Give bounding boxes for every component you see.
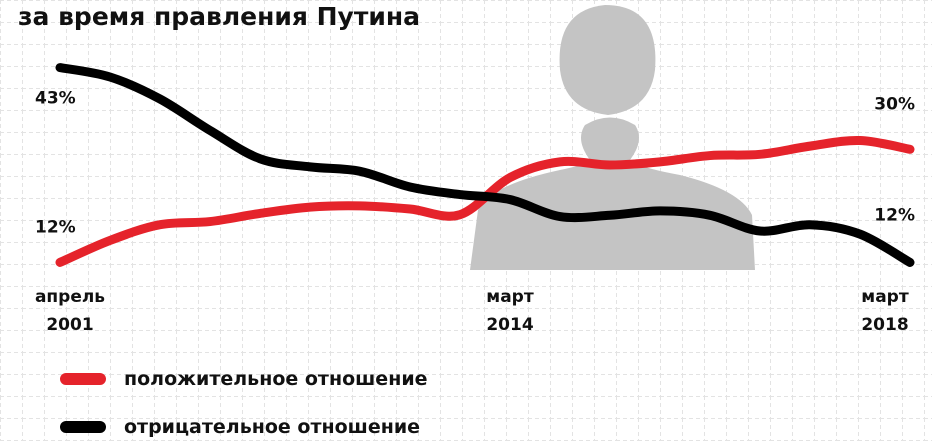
legend-swatch bbox=[60, 421, 106, 433]
legend-label: отрицательное отношение bbox=[124, 416, 420, 438]
value-label: 30% bbox=[874, 94, 915, 114]
legend-label: положительное отношение bbox=[124, 368, 428, 390]
value-label: 12% bbox=[874, 205, 915, 225]
x-tick-label: апрель 2001 bbox=[25, 283, 115, 339]
value-label: 12% bbox=[35, 217, 76, 237]
legend-item: отрицательное отношение bbox=[60, 416, 420, 438]
value-label: 43% bbox=[35, 89, 76, 109]
x-tick-label: март 2014 bbox=[465, 283, 555, 339]
chart: 12% 30% 43% 12% за время правления Путина а… bbox=[0, 0, 932, 441]
chart-title: за время правления Путина bbox=[18, 2, 420, 31]
legend-item: положительное отношение bbox=[60, 368, 428, 390]
x-tick-label: март 2018 bbox=[840, 283, 930, 339]
legend-swatch bbox=[60, 373, 106, 385]
